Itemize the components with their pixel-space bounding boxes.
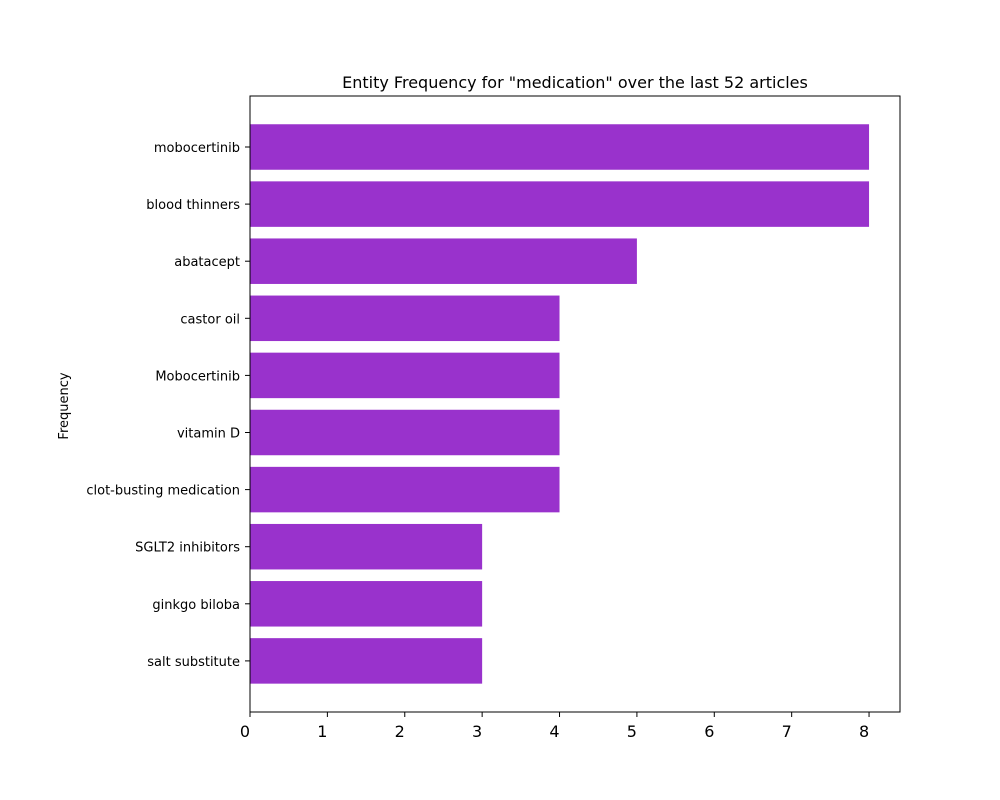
plot-frame	[249, 95, 901, 713]
bar-7	[250, 523, 483, 570]
bar-6	[250, 466, 560, 513]
x-tick-label-3: 3	[472, 722, 482, 741]
y-axis-label: Frequency	[57, 372, 72, 439]
y-ticks-group: mobocertinib blood thinners abatacept casto…	[86, 141, 250, 670]
chart-title: Entity Frequency for "medication" over t…	[342, 73, 808, 92]
y-tick-label-5: vitamin D	[177, 427, 240, 442]
bar-1	[250, 181, 870, 227]
x-tick-label-6: 6	[704, 722, 714, 741]
bar-5	[250, 409, 560, 456]
x-tick-label-2: 2	[395, 722, 405, 741]
bar-2	[250, 238, 637, 284]
bar-0	[250, 124, 870, 170]
y-tick-label-7: SGLT2 inhibitors	[135, 541, 240, 556]
y-tick-label-3: castor oil	[180, 312, 240, 327]
bar-3	[250, 295, 560, 342]
y-tick-label-8: ginkgo biloba	[152, 598, 240, 613]
x-tick-label-1: 1	[317, 722, 327, 741]
bar-8	[250, 581, 483, 627]
y-tick-label-6: clot-busting medication	[86, 484, 240, 499]
bars-group	[250, 124, 870, 684]
bar-9	[250, 638, 483, 684]
x-tick-label-0: 0	[240, 722, 250, 741]
x-tick-label-5: 5	[627, 722, 637, 741]
y-tick-label-0: mobocertinib	[154, 141, 240, 156]
y-tick-label-9: salt substitute	[147, 655, 240, 670]
y-tick-label-2: abatacept	[174, 255, 240, 270]
x-tick-label-7: 7	[782, 722, 792, 741]
x-tick-label-4: 4	[549, 722, 559, 741]
y-tick-label-4: Mobocertinib	[155, 369, 240, 384]
x-ticks-group: 0 1 2 3 4 5 6 7 8	[240, 712, 870, 741]
x-tick-label-8: 8	[859, 722, 869, 741]
y-tick-label-1: blood thinners	[146, 198, 240, 213]
bar-4	[250, 352, 560, 399]
